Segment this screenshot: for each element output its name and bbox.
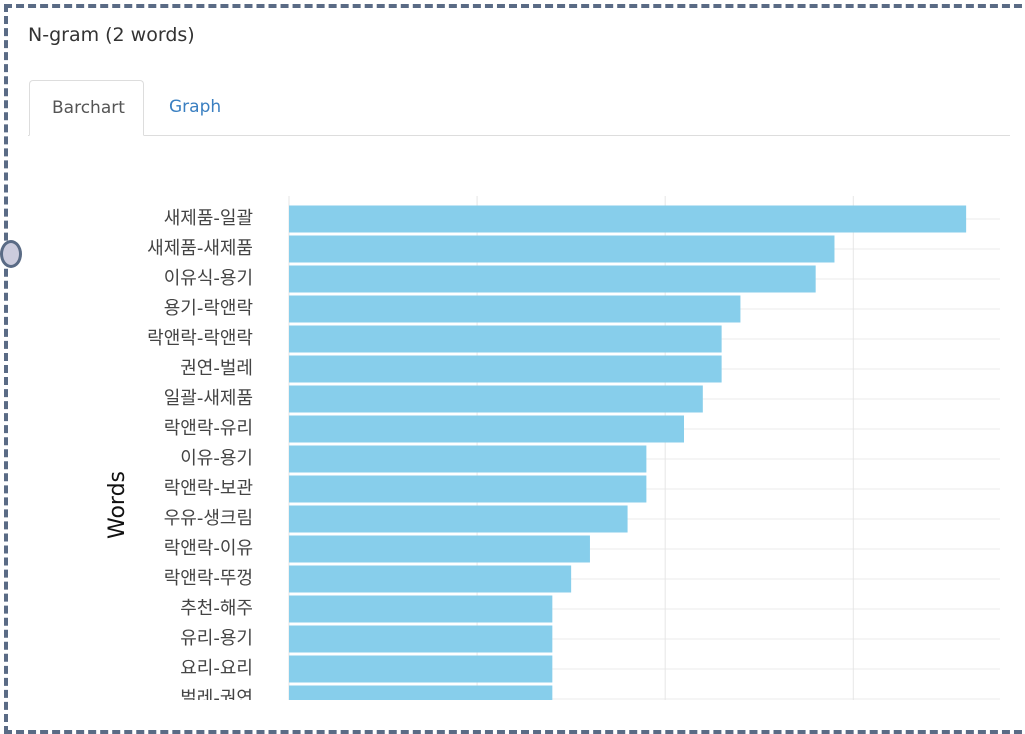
tab-divider <box>28 135 1010 136</box>
bar <box>289 415 684 443</box>
y-tick-label: 이유-용기 <box>180 448 253 469</box>
y-tick-label: 권연-벌레 <box>180 358 253 379</box>
bar <box>289 355 722 383</box>
bar <box>289 385 703 413</box>
y-tick-label: 이유식-용기 <box>164 268 253 289</box>
y-tick-label: 일괄-새제품 <box>164 388 253 409</box>
y-tick-label: 락앤락-락앤락 <box>147 328 253 349</box>
bar <box>289 685 553 700</box>
resize-handle[interactable] <box>0 240 22 268</box>
y-tick-label: 추천-해주 <box>180 598 253 619</box>
bar <box>289 625 553 653</box>
tab[interactable]: Barchart <box>29 80 144 136</box>
y-tick-label: 벌레-권연 <box>180 688 253 700</box>
y-axis-label: Words <box>105 471 130 539</box>
y-tick-label: 락앤락-보관 <box>164 478 253 499</box>
bar <box>289 655 553 683</box>
bar <box>289 445 647 473</box>
bar <box>289 325 722 353</box>
bar <box>289 535 590 563</box>
y-tick-label: 요리-요리 <box>180 658 253 679</box>
y-tick-label: 락앤락-유리 <box>164 418 253 439</box>
bar <box>289 265 816 293</box>
y-tick-label: 새제품-새제품 <box>147 238 253 259</box>
bar <box>289 595 553 623</box>
bar <box>289 475 647 503</box>
chart: Words 새제품-일괄새제품-새제품이유식-용기용기-락앤락락앤락-락앤락권연… <box>105 196 1000 700</box>
y-tick-label: 용기-락앤락 <box>164 298 253 319</box>
y-tick-label: 우유-생크림 <box>164 508 253 529</box>
y-tick-label: 락앤락-뚜껑 <box>164 568 253 589</box>
bar <box>289 565 572 593</box>
y-tick-label: 새제품-일괄 <box>164 208 253 229</box>
bar <box>289 235 835 263</box>
bar <box>289 205 967 233</box>
panel-title: N-gram (2 words) <box>28 24 195 46</box>
tab[interactable]: Graph <box>169 97 222 117</box>
bar <box>289 505 628 533</box>
y-tick-label: 유리-용기 <box>180 628 253 649</box>
y-tick-label: 락앤락-이유 <box>164 538 253 559</box>
bar <box>289 295 741 323</box>
